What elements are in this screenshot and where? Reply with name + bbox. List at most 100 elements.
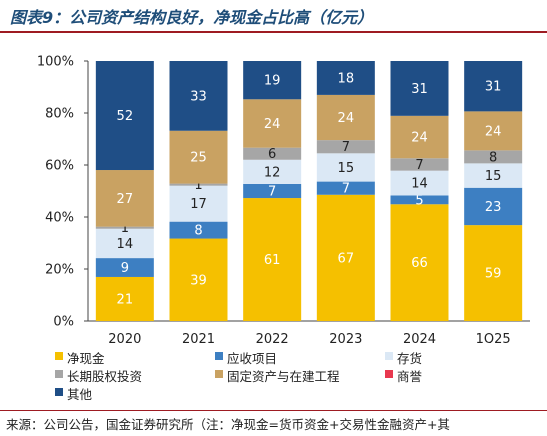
data-label: 5 (415, 193, 423, 208)
legend-label: 固定资产与在建工程 (227, 369, 340, 384)
bar-segment (243, 147, 302, 160)
bar-segment (464, 225, 523, 321)
bar-segment (390, 115, 449, 159)
bar-segment (316, 181, 375, 195)
bar-segment (390, 204, 449, 321)
data-label: 15 (338, 161, 355, 176)
bar-segment (243, 61, 302, 100)
x-tick-label: 2020 (108, 332, 141, 343)
bar-segment (95, 61, 154, 171)
bar-segment (464, 163, 523, 188)
title-bar: 图表9：公司资产结构良好，净现金占比高（亿元） (0, 0, 547, 33)
legend-swatch (385, 352, 393, 360)
data-label: 24 (485, 124, 502, 139)
data-label: 12 (264, 165, 281, 180)
bar-segment (243, 99, 302, 148)
bar-segment (316, 61, 375, 95)
data-label: 24 (411, 131, 428, 146)
y-tick-label: 60% (45, 159, 74, 174)
legend-label: 净现金 (67, 351, 105, 366)
data-label: 27 (117, 192, 134, 207)
legend-label: 存货 (397, 351, 423, 366)
data-label: 59 (485, 267, 502, 282)
bar-segment (169, 221, 228, 239)
data-label: 7 (268, 185, 276, 200)
chart-legend: 净现金 应收项目 存货长期股权投资 固定资产与在建工程 商誉其他 (55, 348, 535, 408)
source-divider (0, 410, 547, 411)
bar-segment (390, 61, 449, 116)
data-label: 17 (190, 197, 207, 212)
bar-segment (464, 61, 523, 112)
y-tick-label: 100% (37, 55, 74, 70)
bar-segment (243, 159, 302, 184)
data-label: 39 (190, 273, 207, 288)
bar-segment (95, 228, 154, 259)
data-label: 9 (121, 261, 129, 276)
data-label: 15 (485, 169, 502, 184)
bar-segment (390, 170, 449, 196)
data-label: 7 (415, 158, 423, 173)
data-label: 7 (342, 140, 350, 155)
data-label: 33 (190, 89, 207, 104)
bar-segment (390, 158, 449, 171)
data-label: 25 (190, 151, 207, 166)
bar-segment (464, 111, 523, 151)
data-label: 67 (338, 251, 355, 266)
bar-segment (316, 140, 375, 154)
legend-label: 商誉 (397, 369, 423, 384)
bar-segment (169, 185, 228, 222)
data-label: 14 (411, 177, 428, 192)
legend-label: 其他 (67, 387, 93, 402)
legend-label: 应收项目 (227, 351, 278, 366)
source-note: 来源：公司公告，国金证券研究所（注：净现金=货币资金+交易性金融资产+其 (6, 417, 450, 432)
bar-segment (169, 61, 228, 131)
bar-segment (95, 170, 154, 227)
bar-segment (95, 276, 154, 321)
y-tick-label: 20% (45, 263, 74, 278)
bar-segment (243, 183, 302, 199)
x-tick-label: 2023 (329, 332, 362, 343)
bar-segment (464, 150, 523, 164)
legend-swatch (55, 370, 63, 378)
chart-title: 图表9：公司资产结构良好，净现金占比高（亿元） (10, 8, 374, 27)
x-tick-label: 2021 (182, 332, 215, 343)
data-label: 19 (264, 74, 281, 89)
bar-segment (243, 198, 302, 321)
legend-swatch (385, 370, 393, 378)
bar-segment (316, 194, 375, 321)
data-label: 14 (117, 237, 134, 252)
data-label: 18 (338, 71, 355, 86)
bar-segment (169, 238, 228, 321)
bar-segment (169, 183, 228, 186)
data-label: 6 (268, 147, 276, 162)
x-tick-label: 2022 (256, 332, 289, 343)
legend-label: 长期股权投资 (67, 369, 143, 384)
legend-swatch (55, 388, 63, 396)
bar-segment (390, 195, 449, 205)
y-tick-label: 0% (53, 315, 74, 330)
data-label: 66 (411, 256, 428, 271)
bar-segment (464, 187, 523, 226)
title-divider (0, 31, 547, 33)
stacked-bar-chart: 0%20%40%60%80%100%2191412752202039817125… (37, 55, 530, 343)
bar-segment (316, 94, 375, 141)
data-label: 7 (342, 182, 350, 197)
data-label: 61 (264, 253, 281, 268)
x-tick-label: 1Q25 (476, 332, 511, 343)
x-tick-label: 2024 (403, 332, 436, 343)
data-label: 24 (264, 117, 281, 132)
legend-swatch (55, 352, 63, 360)
bar-segment (95, 258, 154, 277)
bar-segment (316, 153, 375, 182)
legend-swatch (215, 370, 223, 378)
data-label: 31 (411, 82, 428, 97)
legend-swatch (215, 352, 223, 360)
data-label: 8 (194, 224, 202, 239)
data-label: 31 (485, 80, 502, 95)
data-label: 21 (117, 292, 134, 307)
data-label: 1 (121, 221, 129, 236)
bar-segment (95, 226, 154, 229)
data-label: 24 (338, 111, 355, 126)
data-label: 1 (194, 178, 202, 193)
y-tick-label: 80% (45, 107, 74, 122)
